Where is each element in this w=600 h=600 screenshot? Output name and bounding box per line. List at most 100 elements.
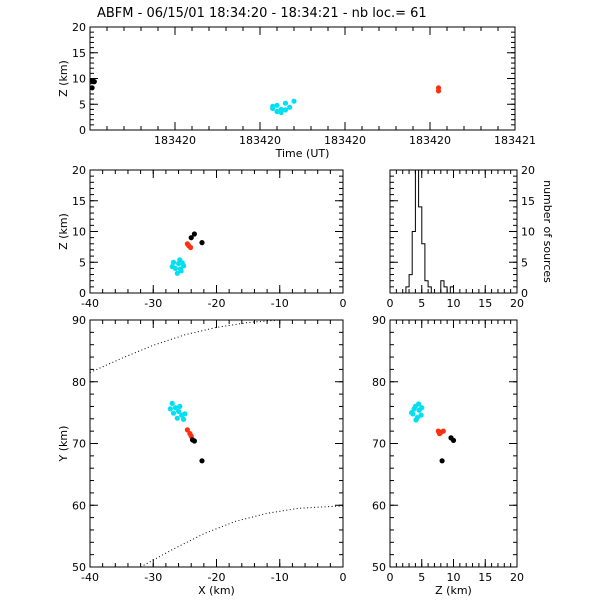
plot-frame <box>389 319 518 568</box>
x-tick-label: -10 <box>271 571 289 584</box>
source-point-middle <box>411 406 417 412</box>
plot-frame <box>89 26 516 131</box>
x-tick-label: 183420 <box>239 134 281 147</box>
source-point-middle <box>274 108 280 115</box>
source-point-middle <box>418 412 424 418</box>
source-point-early <box>90 85 95 91</box>
source-point-middle <box>167 406 173 412</box>
x-tick-label: 183420 <box>409 134 451 147</box>
panel-x-y: -40 -30 -20 -10 0 50 60 70 80 90 X (km) Y (km) <box>57 314 347 597</box>
y-tick-label: 70 <box>372 438 386 451</box>
y-tick-label: 0 <box>79 124 86 137</box>
source-point-middle <box>177 266 183 272</box>
x-tick-label: 20 <box>510 297 524 310</box>
x-tick-label: 5 <box>418 571 425 584</box>
x-tick-label: 20 <box>510 571 524 584</box>
source-point-middle <box>177 403 183 409</box>
source-point-late <box>184 427 190 433</box>
x-tick-label: -40 <box>81 571 99 584</box>
source-point-middle <box>282 107 289 113</box>
y-tick-label: 0 <box>521 287 528 300</box>
plot-frame <box>89 169 344 294</box>
source-point-early <box>199 240 205 246</box>
source-point-late <box>440 428 446 434</box>
source-point-middle <box>169 400 175 406</box>
y-axis-label: Z (km) <box>57 213 70 250</box>
x-tick-label: 10 <box>447 571 461 584</box>
source-point-late <box>435 88 442 94</box>
source-point-middle <box>170 410 177 416</box>
y-tick-label: 15 <box>72 195 86 208</box>
y-tick-label: 20 <box>72 164 86 177</box>
y-tick-label: 90 <box>372 314 386 327</box>
source-point-middle <box>181 416 187 422</box>
y-tick-label: 5 <box>79 98 86 111</box>
x-tick-label: 5 <box>418 297 425 310</box>
source-point-middle <box>270 103 276 109</box>
x-tick-label: 15 <box>478 297 492 310</box>
histogram-bars <box>405 169 457 294</box>
y-tick-label: 60 <box>72 499 86 512</box>
source-point-middle <box>174 270 180 276</box>
y-tick-label: 90 <box>72 314 86 327</box>
y-tick-label: 10 <box>72 73 86 86</box>
source-point-early <box>191 438 197 444</box>
source-point-middle <box>174 415 180 421</box>
x-tick-label: 0 <box>387 297 394 310</box>
source-point-middle <box>413 417 419 423</box>
y-tick-label: 5 <box>79 256 86 269</box>
source-point-middle <box>282 100 289 106</box>
panel-time-z: 183420 183420 183420 183420 183421 0 5 10 15 20 Ti… <box>57 21 536 160</box>
y-tick-label: 80 <box>72 376 86 389</box>
source-point-middle <box>278 109 284 116</box>
y-tick-label: 15 <box>521 195 535 208</box>
panel-z-y: 0 5 10 15 20 50 60 70 80 90 Z (km) <box>372 314 524 597</box>
source-point-late <box>436 431 443 437</box>
source-point-middle <box>287 104 293 110</box>
y-tick-label: 20 <box>521 164 535 177</box>
x-tick-label: 0 <box>340 297 347 310</box>
y-tick-label: 80 <box>372 376 386 389</box>
source-point-middle <box>176 408 182 414</box>
source-point-middle <box>179 260 185 266</box>
plot-frame <box>89 319 344 568</box>
source-point-middle <box>170 259 177 265</box>
x-tick-label: -30 <box>144 571 162 584</box>
x-tick-label: 183421 <box>494 134 536 147</box>
y-tick-label: 0 <box>79 287 86 300</box>
y-tick-label: 20 <box>72 21 86 34</box>
x-tick-label: 183420 <box>154 134 196 147</box>
source-point-middle <box>172 405 178 411</box>
x-axis-label: X (km) <box>198 584 235 597</box>
source-point-early <box>439 458 445 464</box>
y-axis-label: number of sources <box>541 180 554 283</box>
x-tick-label: 183420 <box>324 134 366 147</box>
source-point-middle <box>416 401 422 407</box>
y-axis-label: Z (km) <box>57 60 70 97</box>
panel-x-z: -40 -30 -20 -10 0 0 5 10 15 20 Z (km) <box>57 164 347 310</box>
range-arc <box>140 505 343 567</box>
source-point-early <box>199 458 205 464</box>
x-tick-label: -10 <box>271 297 289 310</box>
x-axis-label: Time (UT) <box>275 147 330 160</box>
y-tick-label: 50 <box>72 561 86 574</box>
x-tick-label: 0 <box>387 571 394 584</box>
x-tick-label: -30 <box>144 297 162 310</box>
source-point-middle <box>274 102 280 108</box>
source-point-early <box>450 437 457 443</box>
source-point-late <box>186 243 192 249</box>
source-point-middle <box>291 98 297 104</box>
y-tick-label: 10 <box>521 226 535 239</box>
x-axis-label: Z (km) <box>435 584 472 597</box>
x-tick-label: -20 <box>208 571 226 584</box>
x-tick-label: -20 <box>208 297 226 310</box>
y-tick-label: 70 <box>72 438 86 451</box>
source-point-middle <box>169 264 175 270</box>
y-tick-label: 5 <box>521 256 528 269</box>
source-point-middle <box>182 411 188 417</box>
x-tick-label: 15 <box>478 571 492 584</box>
source-point-middle <box>409 410 415 416</box>
y-tick-label: 15 <box>72 47 86 60</box>
